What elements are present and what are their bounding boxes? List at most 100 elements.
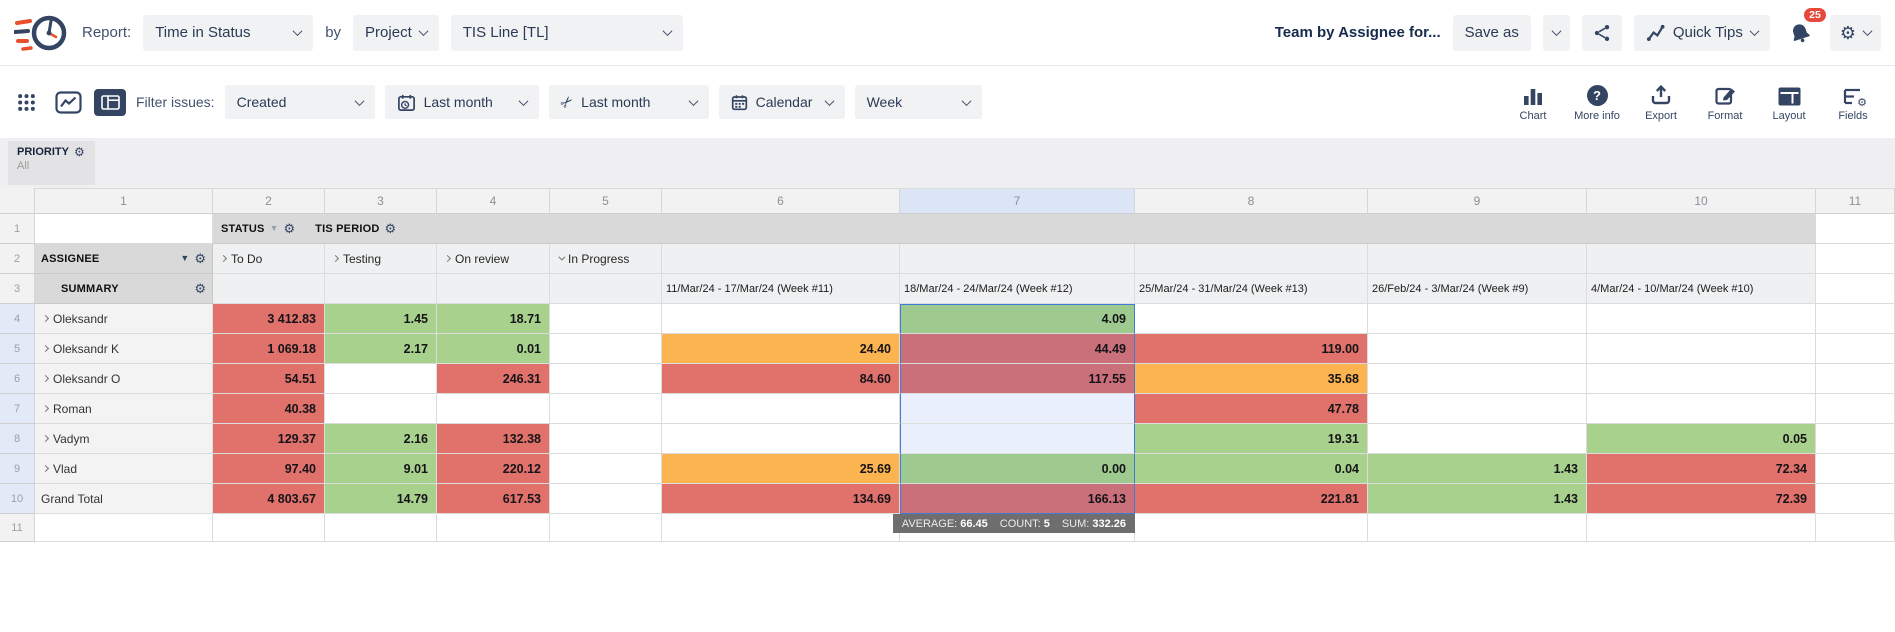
- assignee-name-cell[interactable]: Roman: [35, 394, 213, 424]
- column-number[interactable]: 2: [213, 188, 325, 214]
- empty-header-cell[interactable]: [1368, 244, 1587, 274]
- data-cell[interactable]: 97.40: [213, 454, 325, 484]
- data-cell[interactable]: 617.53: [437, 484, 550, 514]
- gear-icon[interactable]: ⚙: [194, 251, 206, 266]
- data-cell[interactable]: 19.31: [1135, 424, 1368, 454]
- table-view-button-active[interactable]: [94, 88, 126, 116]
- data-cell[interactable]: 1.43: [1368, 454, 1587, 484]
- data-cell[interactable]: [1816, 334, 1895, 364]
- data-cell[interactable]: 9.01: [325, 454, 437, 484]
- row-number[interactable]: 1: [0, 214, 35, 244]
- expand-right-icon[interactable]: [443, 254, 452, 263]
- assignee-name-cell[interactable]: [35, 514, 213, 542]
- data-cell[interactable]: 221.81: [1135, 484, 1368, 514]
- period-column-header[interactable]: 26/Feb/24 - 3/Mar/24 (Week #9): [1368, 274, 1587, 304]
- data-cell[interactable]: 2.16: [325, 424, 437, 454]
- project-dropdown[interactable]: TIS Line [TL]: [450, 14, 683, 51]
- empty-header-cell[interactable]: [213, 274, 325, 304]
- row-number[interactable]: 6: [0, 364, 35, 394]
- data-cell[interactable]: [662, 394, 900, 424]
- data-cell[interactable]: 35.68: [1135, 364, 1368, 394]
- format-action-button[interactable]: Format: [1699, 83, 1751, 122]
- empty-cell[interactable]: [1816, 274, 1895, 304]
- row-number[interactable]: 4: [0, 304, 35, 334]
- issues-filter-dropdown[interactable]: Created: [224, 85, 375, 119]
- trim-range-dropdown[interactable]: ✂ Last month: [548, 85, 709, 119]
- status-period-header-band[interactable]: STATUS ▼ ⚙ TIS PERIOD ⚙: [213, 214, 1816, 244]
- assignee-name-cell[interactable]: Vlad: [35, 454, 213, 484]
- chart-view-button[interactable]: [52, 88, 84, 116]
- empty-header-cell[interactable]: [325, 274, 437, 304]
- empty-header-cell[interactable]: [1135, 244, 1368, 274]
- data-cell[interactable]: [213, 514, 325, 542]
- expand-right-icon[interactable]: [41, 404, 50, 413]
- row-number[interactable]: 2: [0, 244, 35, 274]
- data-cell[interactable]: 47.78: [1135, 394, 1368, 424]
- empty-cell[interactable]: [1816, 244, 1895, 274]
- empty-header-cell[interactable]: [900, 244, 1135, 274]
- column-number[interactable]: 9: [1368, 188, 1587, 214]
- data-cell[interactable]: [1368, 334, 1587, 364]
- settings-button[interactable]: ⚙: [1829, 14, 1881, 51]
- data-cell[interactable]: 132.38: [437, 424, 550, 454]
- column-number[interactable]: 6: [662, 188, 900, 214]
- data-cell[interactable]: 24.40: [662, 334, 900, 364]
- column-number[interactable]: 10: [1587, 188, 1816, 214]
- export-action-button[interactable]: Export: [1635, 83, 1687, 122]
- layout-action-button[interactable]: Layout: [1763, 83, 1815, 122]
- time-unit-dropdown[interactable]: Week: [854, 85, 982, 119]
- data-cell[interactable]: 18.71: [437, 304, 550, 334]
- data-cell[interactable]: [1368, 514, 1587, 542]
- data-cell[interactable]: 44.49: [900, 334, 1135, 364]
- data-cell[interactable]: 0.04: [1135, 454, 1368, 484]
- data-cell[interactable]: 4.09: [900, 304, 1135, 334]
- row-number[interactable]: 9: [0, 454, 35, 484]
- data-cell[interactable]: 134.69: [662, 484, 900, 514]
- data-cell[interactable]: [550, 484, 662, 514]
- summary-header-cell[interactable]: SUMMARY ⚙: [35, 274, 213, 304]
- data-cell[interactable]: [1587, 394, 1816, 424]
- row-number[interactable]: 10: [0, 484, 35, 514]
- data-cell[interactable]: [1816, 454, 1895, 484]
- notifications-button[interactable]: 25: [1782, 7, 1826, 51]
- data-cell[interactable]: 72.39: [1587, 484, 1816, 514]
- column-number[interactable]: 7: [900, 188, 1135, 214]
- data-cell[interactable]: [550, 514, 662, 542]
- data-cell[interactable]: 0.01: [437, 334, 550, 364]
- date-range-dropdown[interactable]: Last month: [384, 85, 539, 119]
- data-cell[interactable]: 1.43: [1368, 484, 1587, 514]
- pivot-grid-view-button[interactable]: [10, 88, 42, 116]
- expand-down-icon[interactable]: [558, 253, 566, 261]
- data-cell[interactable]: 246.31: [437, 364, 550, 394]
- row-number[interactable]: 3: [0, 274, 35, 304]
- share-button[interactable]: [1581, 14, 1622, 51]
- column-number[interactable]: 8: [1135, 188, 1368, 214]
- gear-icon[interactable]: ⚙: [194, 281, 206, 296]
- data-cell[interactable]: [1816, 514, 1895, 542]
- corner-cell[interactable]: [0, 188, 35, 214]
- expand-right-icon[interactable]: [41, 374, 50, 383]
- data-cell[interactable]: [1368, 394, 1587, 424]
- assignee-name-cell[interactable]: Grand Total: [35, 484, 213, 514]
- fields-action-button[interactable]: ⚙ Fields: [1827, 83, 1879, 122]
- row-number[interactable]: 7: [0, 394, 35, 424]
- empty-header-cell[interactable]: [550, 274, 662, 304]
- data-cell[interactable]: 54.51: [213, 364, 325, 394]
- empty-header-cell[interactable]: [1587, 244, 1816, 274]
- data-cell[interactable]: 117.55: [900, 364, 1135, 394]
- empty-header-cell[interactable]: [662, 244, 900, 274]
- status-column-header[interactable]: To Do: [213, 244, 325, 274]
- data-cell[interactable]: [900, 424, 1135, 454]
- status-column-header[interactable]: In Progress: [550, 244, 662, 274]
- data-cell[interactable]: [550, 364, 662, 394]
- data-cell[interactable]: [1368, 364, 1587, 394]
- empty-header-cell[interactable]: [437, 274, 550, 304]
- data-cell[interactable]: [1816, 424, 1895, 454]
- data-cell[interactable]: 25.69: [662, 454, 900, 484]
- row-number[interactable]: 8: [0, 424, 35, 454]
- assignee-name-cell[interactable]: Oleksandr K: [35, 334, 213, 364]
- period-column-header[interactable]: 11/Mar/24 - 17/Mar/24 (Week #11): [662, 274, 900, 304]
- data-cell[interactable]: 166.13: [900, 484, 1135, 514]
- data-cell[interactable]: [325, 514, 437, 542]
- save-as-menu-button[interactable]: [1542, 14, 1570, 51]
